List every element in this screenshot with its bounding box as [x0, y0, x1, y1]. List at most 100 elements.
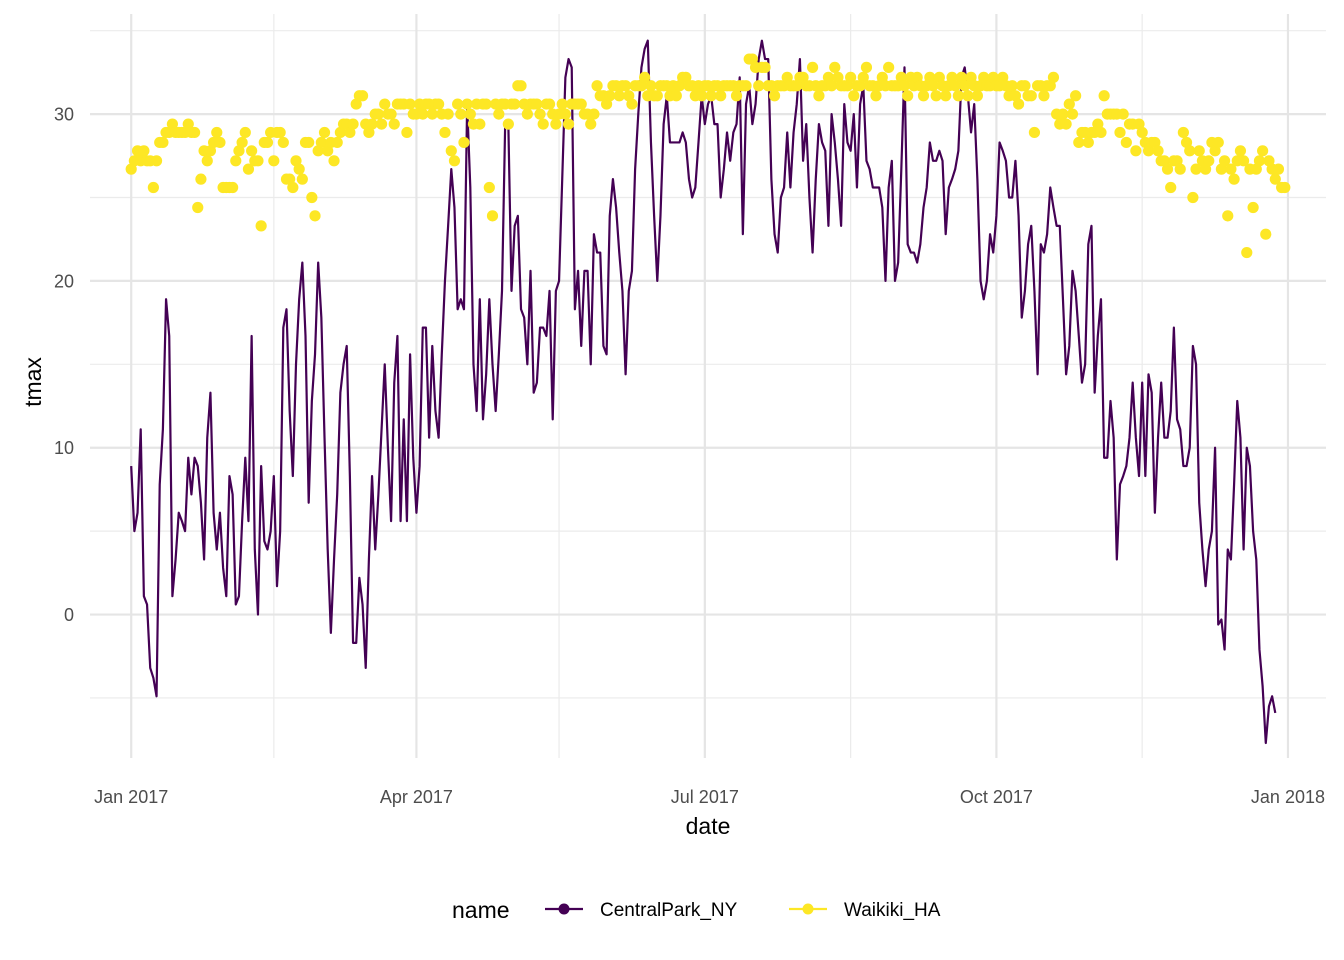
waikiki-point [559, 108, 571, 120]
waikiki-point [309, 210, 321, 222]
waikiki-point [940, 90, 952, 102]
x-axis-ticks: Jan 2017 Apr 2017 Jul 2017 Oct 2017 Jan 2018 [94, 787, 1325, 807]
waikiki-point [366, 118, 378, 130]
waikiki-point [1057, 108, 1069, 120]
waikiki-point [768, 90, 781, 102]
waikiki-point [848, 90, 860, 102]
waikiki-point [753, 80, 765, 92]
waikiki-point [1019, 80, 1031, 92]
waikiki-point [1225, 163, 1237, 175]
waikiki-point [1174, 163, 1186, 175]
waikiki-point [445, 145, 457, 157]
waikiki-point [458, 136, 470, 149]
waikiki-point [1177, 126, 1189, 139]
waikiki-point [195, 173, 207, 185]
y-axis-title: tmax [20, 357, 46, 407]
waikiki-point [949, 80, 961, 92]
y-axis-ticks: 0 10 20 30 [54, 105, 74, 625]
waikiki-point [1269, 173, 1281, 185]
waikiki-point [1082, 136, 1094, 149]
waikiki-point [239, 126, 251, 139]
waikiki-point [588, 108, 600, 120]
waikiki-point [509, 98, 521, 110]
waikiki-point [439, 126, 451, 139]
waikiki-point [401, 126, 413, 139]
waikiki-point [493, 108, 505, 120]
waikiki-point [639, 71, 651, 83]
waikiki-point [188, 126, 201, 139]
waikiki-point [1218, 155, 1231, 167]
waikiki-point [620, 80, 632, 92]
waikiki-point [604, 90, 616, 102]
waikiki-point [452, 98, 464, 110]
waikiki-point [1006, 80, 1018, 92]
waikiki-point [268, 155, 280, 167]
waikiki-point [230, 155, 242, 167]
waikiki-point [927, 80, 939, 92]
waikiki-point [857, 71, 869, 83]
waikiki-point [740, 80, 752, 92]
waikiki-point [502, 118, 514, 130]
waikiki-point [645, 80, 657, 92]
legend: name CentralPark_NY Waikiki_HA [452, 897, 941, 923]
x-tick-label: Jul 2017 [671, 787, 739, 807]
waikiki-point [651, 90, 663, 102]
waikiki-point [455, 108, 467, 120]
x-tick-label: Apr 2017 [380, 787, 453, 807]
waikiki-point [1222, 210, 1234, 222]
waikiki-point [379, 98, 391, 110]
waikiki-point [1130, 145, 1142, 157]
waikiki-point [293, 163, 305, 175]
waikiki-point [1272, 163, 1285, 175]
waikiki-point [147, 181, 159, 194]
waikiki-point [1114, 126, 1126, 139]
waikiki-point [448, 155, 461, 167]
waikiki-point [585, 118, 597, 130]
waikiki-point [242, 163, 255, 175]
waikiki-point [562, 118, 575, 130]
x-axis-title: date [686, 813, 731, 839]
waikiki-point [157, 136, 169, 149]
waikiki-point [201, 155, 213, 167]
waikiki-point [252, 155, 264, 167]
waikiki-point [550, 118, 562, 130]
waikiki-point [543, 98, 556, 110]
waikiki-point [1187, 191, 1199, 204]
waikiki-point [433, 98, 445, 110]
waikiki-point [417, 108, 429, 120]
waikiki-point [1190, 163, 1202, 175]
waikiki-point [1098, 90, 1110, 102]
waikiki-point [626, 98, 638, 110]
waikiki-point [474, 118, 486, 130]
waikiki-point [1228, 173, 1240, 185]
legend-title: name [452, 897, 510, 923]
waikiki-point [826, 80, 838, 92]
waikiki-point [1060, 118, 1072, 130]
y-tick-label: 20 [54, 271, 74, 291]
waikiki-point [1279, 181, 1291, 194]
waikiki-point [372, 108, 384, 120]
waikiki-point [883, 61, 895, 73]
legend-key-centralpark [545, 903, 583, 915]
waikiki-point [759, 61, 771, 73]
waikiki-point [670, 90, 682, 102]
waikiki-point [261, 136, 274, 149]
waikiki-point [480, 98, 492, 110]
waikiki-point [829, 61, 841, 73]
waikiki-point [1161, 163, 1174, 175]
waikiki-point [1212, 136, 1224, 149]
waikiki-point [575, 98, 587, 110]
waikiki-point [347, 118, 359, 130]
waikiki-point [356, 90, 369, 102]
waikiki-point [388, 118, 400, 130]
waikiki-point [150, 155, 163, 167]
waikiki-point [917, 90, 930, 102]
waikiki-point [192, 201, 204, 214]
waikiki-point [1012, 98, 1025, 110]
centralpark-line [130, 39, 1277, 745]
waikiki-point [870, 90, 882, 102]
waikiki-point [486, 210, 499, 222]
waikiki-point [1028, 126, 1041, 139]
waikiki-point [952, 90, 964, 102]
